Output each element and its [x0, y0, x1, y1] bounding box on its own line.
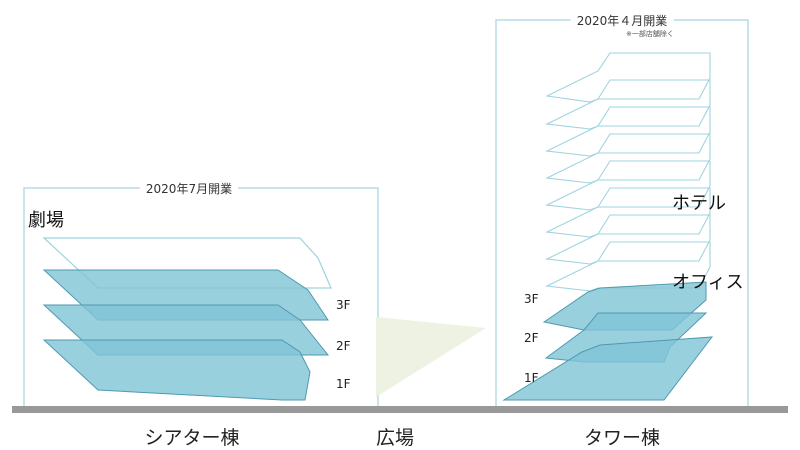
tower-upper-outlines	[545, 52, 711, 292]
theater-floor-3f-label: 3F	[336, 298, 351, 312]
tower-building-name: タワー棟	[583, 427, 661, 449]
theater-floor-1f	[42, 339, 311, 401]
tower-opening-label: 2020年４月開業	[570, 12, 674, 29]
tower-floor-1f-label: 1F	[524, 371, 539, 385]
tower-outline-floor	[545, 133, 711, 184]
tower-outline-floor	[545, 52, 711, 103]
theater-floor-1f-label: 1F	[336, 377, 351, 391]
tower-floor-1f	[502, 336, 714, 401]
plaza-shape	[376, 317, 486, 397]
tower-outline-floor	[545, 79, 711, 130]
theater-building-name: シアター棟	[144, 427, 240, 449]
hotel-label: ホテル	[672, 193, 726, 214]
tower-outline-floor	[545, 214, 711, 265]
tower-outline-floor	[545, 106, 711, 157]
theater-opening-label: 2020年7月開業	[139, 180, 239, 197]
plaza-name: 広場	[375, 427, 415, 449]
theater-floor-2f-label: 2F	[336, 339, 351, 353]
tower-floor-3f-label: 3F	[524, 292, 539, 306]
tower-outline-floor	[545, 160, 711, 211]
theater-label: 劇場	[28, 210, 64, 231]
tower-opening-note: ※一部店舗除く	[626, 30, 674, 38]
tower-outline-floor	[545, 187, 711, 238]
ground-line	[12, 406, 788, 413]
tower-floor-2f-label: 2F	[524, 331, 539, 345]
office-label: オフィス	[672, 272, 744, 293]
